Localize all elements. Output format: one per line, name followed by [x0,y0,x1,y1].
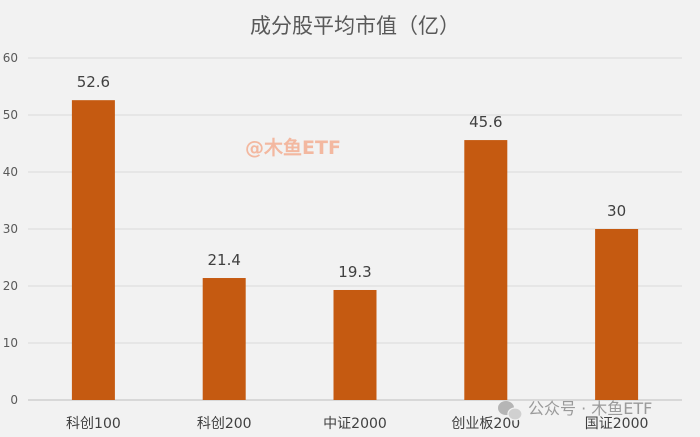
y-tick-label: 20 [3,279,18,293]
x-category-label: 科创200 [197,416,252,432]
data-label: 52.6 [77,73,110,91]
bar [464,140,508,400]
bar [71,100,115,401]
footer-watermark: 公众号 · 木鱼ETF [498,399,652,421]
wechat-icon [498,401,523,421]
bar [595,229,639,400]
bars [71,100,639,401]
bar [202,278,246,400]
y-axis-ticks: 0 10 20 30 40 50 60 [3,51,18,407]
data-labels: 52.6 21.4 19.3 45.6 30 [77,73,626,281]
y-tick-label: 60 [3,51,18,65]
data-label: 19.3 [338,263,371,281]
y-tick-label: 50 [3,108,18,122]
chart-title: 成分股平均市值（亿） [250,14,460,38]
y-tick-label: 30 [3,222,18,236]
gridlines [28,57,682,401]
x-category-label: 科创100 [66,416,121,432]
y-tick-label: 10 [3,336,18,350]
data-label: 21.4 [207,251,240,269]
data-label: 45.6 [469,113,502,131]
data-label: 30 [607,202,626,220]
x-category-label: 国证2000 [585,416,649,432]
y-tick-label: 40 [3,165,18,179]
x-category-label: 创业板200 [451,416,520,432]
x-axis-categories: 科创100 科创200 中证2000 创业板200 国证2000 [66,416,648,432]
x-category-label: 中证2000 [323,416,387,432]
watermark-text: @木鱼ETF [245,136,341,159]
y-tick-label: 0 [10,393,18,407]
footer-watermark-text: 公众号 · 木鱼ETF [528,399,652,418]
bar [333,289,377,400]
